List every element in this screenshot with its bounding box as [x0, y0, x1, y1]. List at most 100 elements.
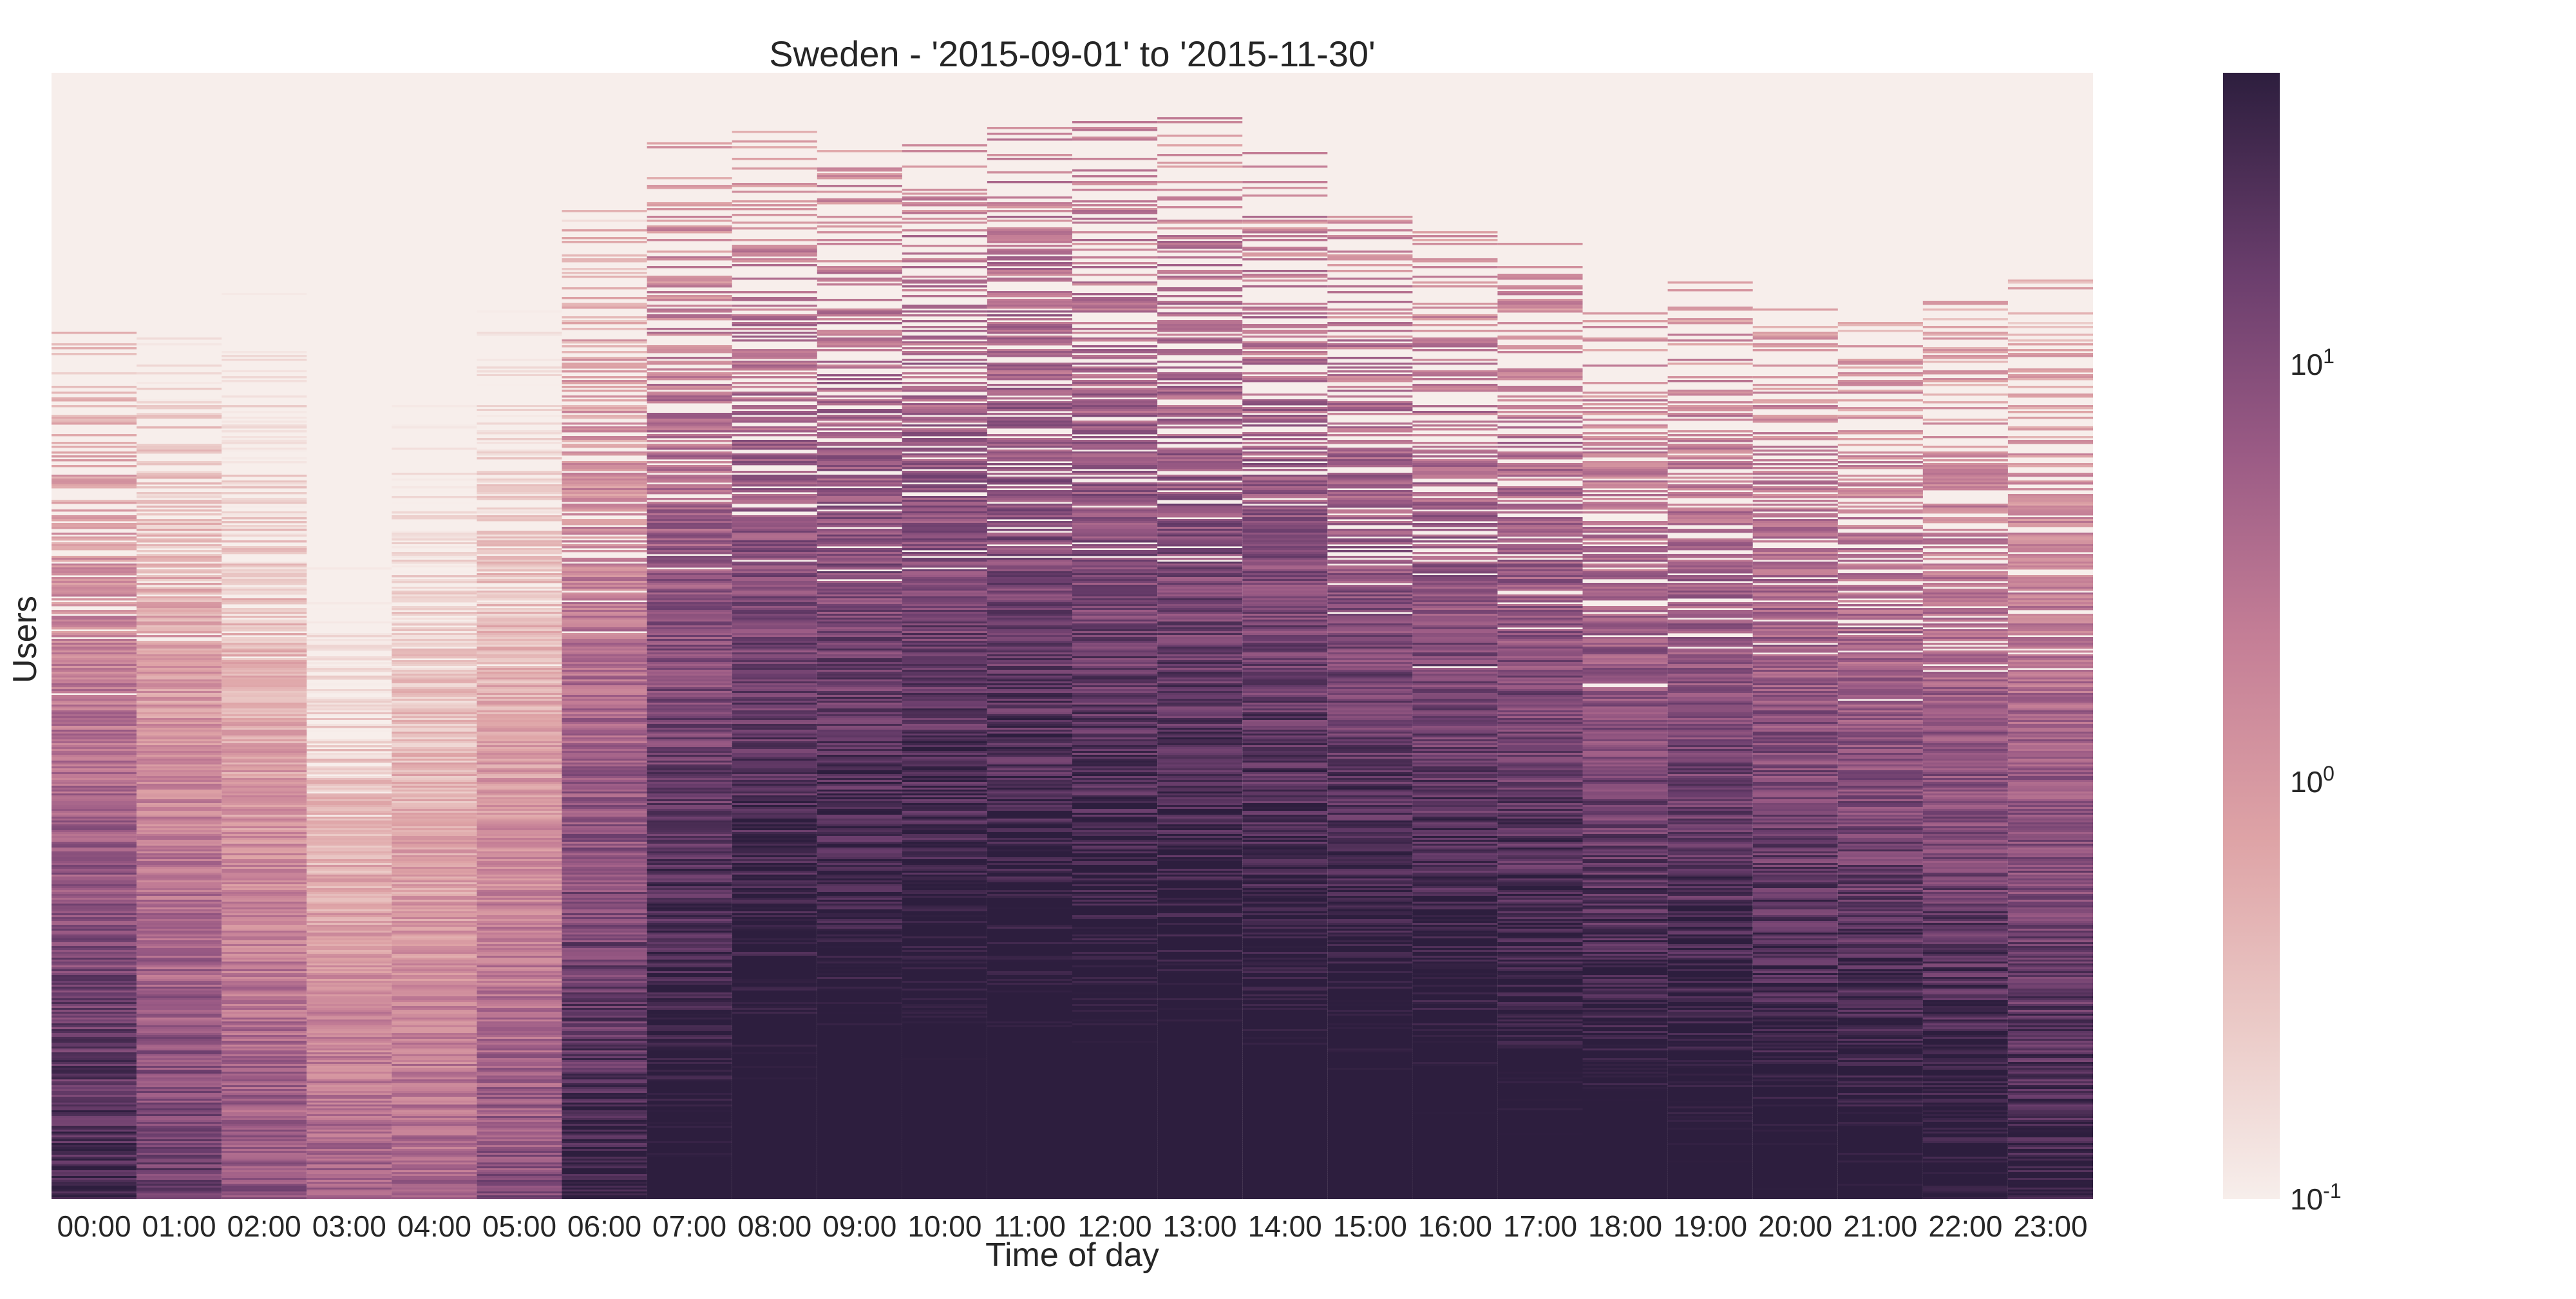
heatmap-cell [987, 855, 1072, 858]
heatmap-cell [307, 892, 392, 895]
heatmap-cell [817, 523, 902, 526]
heatmap-cell [477, 517, 562, 520]
heatmap-cell [52, 1162, 137, 1165]
heatmap-cell [222, 546, 307, 549]
heatmap-cell [392, 792, 477, 794]
heatmap-cell [307, 1056, 392, 1059]
heatmap-cell [647, 527, 732, 529]
heatmap-cell [732, 368, 817, 371]
heatmap-cell [732, 1093, 817, 1095]
heatmap-cell [647, 453, 732, 456]
heatmap-cell [137, 413, 222, 415]
heatmap-cell [137, 1114, 222, 1117]
heatmap-cell [477, 965, 562, 968]
heatmap-cell [902, 1137, 987, 1140]
heatmap-cell [732, 355, 817, 357]
heatmap-cell [562, 1066, 647, 1068]
heatmap-cell [817, 944, 902, 947]
heatmap-cell [987, 900, 1072, 902]
heatmap-cell [732, 745, 817, 748]
heatmap-cell [817, 1193, 902, 1196]
heatmap-cell [392, 706, 477, 709]
heatmap-cell [647, 867, 732, 869]
heatmap-cell [222, 639, 307, 641]
heatmap-cell [647, 873, 732, 875]
heatmap-cell [222, 1019, 307, 1022]
heatmap-cell [392, 596, 477, 599]
heatmap-cell [52, 853, 137, 856]
heatmap-cell [987, 322, 1072, 325]
heatmap-cell [647, 1126, 732, 1128]
heatmap-cell [137, 672, 222, 674]
heatmap-cell [732, 1170, 817, 1173]
heatmap-cell [52, 486, 137, 489]
heatmap-cell [307, 1074, 392, 1076]
heatmap-cell [732, 1087, 817, 1090]
heatmap-cell [647, 368, 732, 371]
heatmap-cell [222, 621, 307, 624]
heatmap-cell [392, 942, 477, 945]
heatmap-cell [477, 801, 562, 804]
heatmap-cell [392, 722, 477, 725]
heatmap-cell [52, 1112, 137, 1115]
heatmap-cell [817, 797, 902, 800]
heatmap-cell [732, 1035, 817, 1038]
heatmap-cell [647, 973, 732, 976]
heatmap-cell [562, 1072, 647, 1074]
heatmap-cell [902, 450, 987, 452]
heatmap-cell [817, 567, 902, 570]
heatmap-cell [647, 917, 732, 920]
heatmap-cell [392, 695, 477, 697]
heatmap-cell [307, 759, 392, 761]
heatmap-cell [987, 828, 1072, 831]
heatmap-cell [732, 600, 817, 603]
heatmap-cell [902, 1016, 987, 1018]
heatmap-cell [137, 1122, 222, 1124]
heatmap-cell [307, 633, 392, 636]
heatmap-cell [562, 1016, 647, 1018]
heatmap-cell [902, 558, 987, 560]
heatmap-cell [137, 649, 222, 651]
heatmap-cell [392, 679, 477, 682]
heatmap-cell [52, 956, 137, 958]
heatmap-cell [562, 1033, 647, 1036]
heatmap-cell [477, 1021, 562, 1024]
heatmap-cell [647, 430, 732, 433]
heatmap-cell [817, 660, 902, 663]
heatmap-cell [1072, 380, 1158, 383]
heatmap-cell [52, 1166, 137, 1169]
heatmap-cell [222, 1031, 307, 1034]
heatmap-cell [647, 488, 732, 491]
heatmap-cell [817, 511, 902, 514]
heatmap-cell [222, 898, 307, 900]
heatmap-cell [732, 662, 817, 665]
heatmap-cell [52, 612, 137, 614]
heatmap-cell [987, 365, 1072, 367]
heatmap-cell [52, 768, 137, 771]
heatmap-cell [987, 739, 1072, 742]
heatmap-cell [562, 931, 647, 933]
heatmap-cell [987, 1041, 1072, 1043]
heatmap-cell [222, 370, 307, 373]
heatmap-cell [137, 840, 222, 842]
heatmap-cell [307, 1029, 392, 1032]
heatmap-cell [732, 278, 817, 280]
heatmap-cell [562, 519, 647, 522]
heatmap-cell [817, 519, 902, 522]
heatmap-cell [137, 1151, 222, 1153]
heatmap-cell [987, 403, 1072, 406]
heatmap-cell [477, 894, 562, 896]
heatmap-cell [562, 627, 647, 630]
heatmap-cell [52, 994, 137, 997]
heatmap-cell [52, 502, 137, 504]
heatmap-cell [732, 770, 817, 773]
heatmap-cell [817, 494, 902, 497]
heatmap-cell [817, 594, 902, 597]
heatmap-cell [137, 1021, 222, 1024]
heatmap-cell [392, 1045, 477, 1047]
heatmap-cell [817, 488, 902, 491]
heatmap-cell [477, 498, 562, 500]
heatmap-cell [562, 614, 647, 616]
heatmap-cell [222, 647, 307, 649]
heatmap-cell [562, 886, 647, 889]
